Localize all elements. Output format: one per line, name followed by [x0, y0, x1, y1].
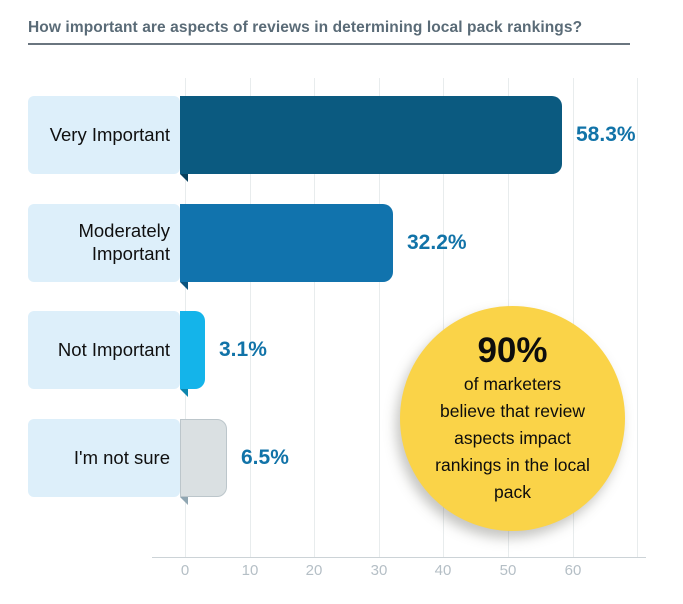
x-tick-label: 50	[499, 562, 517, 579]
x-tick-label: 40	[434, 562, 452, 579]
bar-fold	[180, 389, 188, 397]
stat-badge-line: believe that review	[440, 401, 585, 421]
category-label: I'm not sure	[28, 419, 180, 497]
bar	[180, 419, 227, 497]
gridline	[250, 78, 251, 557]
bar	[180, 204, 393, 282]
bar-fold	[180, 497, 188, 505]
x-axis-line	[152, 557, 646, 558]
title-underline	[28, 43, 630, 45]
bar-value: 58.3%	[576, 123, 636, 146]
x-tick-label: 0	[180, 562, 190, 579]
bar	[180, 96, 562, 174]
category-label: Very Important	[28, 96, 180, 174]
gridline	[379, 78, 380, 557]
category-label: Not Important	[28, 311, 180, 389]
stat-badge-headline: 90%	[477, 331, 548, 370]
bar	[180, 311, 205, 389]
x-tick-label: 10	[241, 562, 259, 579]
x-tick-label: 60	[564, 562, 582, 579]
stat-badge-line: rankings in the local	[435, 455, 590, 475]
bar-fold	[180, 174, 188, 182]
bar-value: 32.2%	[407, 231, 467, 254]
stat-badge-line: pack	[494, 482, 531, 502]
x-tick-label: 20	[305, 562, 323, 579]
gridline	[443, 78, 444, 557]
x-tick-label: 30	[370, 562, 388, 579]
gridline	[573, 78, 574, 557]
gridline	[314, 78, 315, 557]
stat-badge-circle: 90% of marketers believe that review asp…	[400, 306, 625, 531]
bar-fold	[180, 282, 188, 290]
chart-title: How important are aspects of reviews in …	[28, 19, 583, 36]
bar-value: 3.1%	[219, 338, 267, 361]
stat-badge-line: of marketers	[463, 374, 562, 394]
bar-value: 6.5%	[241, 446, 289, 469]
stat-badge-line: aspects impact	[454, 428, 571, 448]
gridline	[637, 78, 638, 557]
category-label: Moderately Important	[28, 204, 180, 282]
